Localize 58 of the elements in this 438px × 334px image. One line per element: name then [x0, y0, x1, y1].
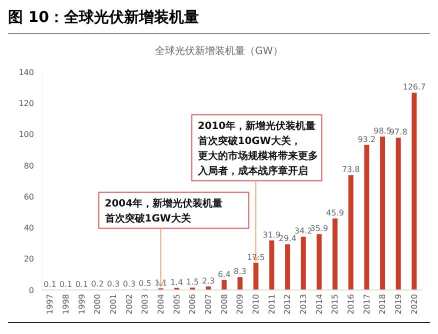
- y-tick-label: 60: [24, 192, 34, 202]
- x-tick-label: 2017: [362, 294, 372, 314]
- data-label: 8.3: [234, 267, 246, 276]
- x-tick-label: 2014: [314, 294, 324, 314]
- y-tick-label: 0: [28, 286, 34, 295]
- data-label: 73.8: [342, 165, 360, 174]
- data-label: 97.8: [389, 128, 408, 137]
- data-label: 0.1: [44, 280, 56, 289]
- x-tick-label: 2009: [236, 294, 245, 314]
- x-tick-label: 1998: [61, 294, 70, 314]
- y-tick-label: 40: [24, 224, 34, 233]
- x-tick-label: 2011: [267, 294, 276, 314]
- x-tick-label: 2006: [188, 294, 198, 314]
- x-tick-label: 1999: [77, 294, 86, 314]
- data-label: 0.1: [60, 280, 72, 289]
- x-tick-label: 1997: [46, 294, 55, 314]
- x-tick-label: 2000: [93, 294, 102, 314]
- data-label: 93.2: [358, 134, 376, 144]
- y-tick-label: 20: [24, 254, 34, 264]
- data-label: 35.9: [310, 224, 328, 234]
- chart-subtitle: 全球光伏新增装机量（GW）: [154, 44, 284, 58]
- x-tick-label: 2002: [124, 294, 134, 314]
- data-label: 0.2: [91, 280, 104, 289]
- data-label: 29.4: [278, 234, 296, 244]
- x-tick-label: 2012: [283, 294, 292, 314]
- x-tick-label: 2013: [298, 294, 308, 314]
- data-label: 1.4: [170, 278, 184, 287]
- annotation: 2004年，新增光伏装机量首次突破1GW大关: [104, 197, 223, 224]
- data-label: 0.5: [138, 279, 152, 288]
- x-tick-label: 2015: [330, 294, 340, 314]
- y-tick-label: 80: [24, 161, 34, 170]
- chart-title: 图 10：全球光伏新增装机量: [8, 8, 430, 34]
- data-label: 6.4: [218, 270, 231, 280]
- data-label: 98.5: [374, 126, 392, 136]
- x-tick-label: 2010: [251, 294, 260, 314]
- x-tick-label: 2019: [394, 294, 403, 314]
- y-tick-label: 120: [18, 98, 34, 108]
- data-label: 0.3: [107, 280, 120, 289]
- data-label: 34.2: [294, 226, 312, 236]
- x-tick-label: 2016: [346, 294, 356, 314]
- x-tick-label: 2020: [410, 294, 419, 314]
- y-tick-label: 140: [18, 68, 34, 77]
- annotation: 2010年，新增光伏装机量首次突破10GW大关，更大的市场规模将带来更多入局者，成本战序章开启: [196, 120, 318, 177]
- x-tick-label: 2001: [108, 294, 118, 314]
- x-tick-label: 2003: [140, 294, 150, 314]
- data-label: 126.7: [402, 82, 426, 92]
- data-label: 31.9: [262, 230, 281, 240]
- x-tick-label: 2008: [220, 294, 229, 314]
- data-label: 1.5: [186, 278, 199, 287]
- x-tick-label: 2004: [156, 294, 166, 314]
- data-label: 0.1: [75, 280, 88, 289]
- x-tick-label: 2018: [378, 294, 388, 314]
- data-label: 45.9: [326, 208, 344, 218]
- data-label: 0.3: [122, 280, 136, 289]
- x-tick-label: 2005: [172, 294, 182, 314]
- x-tick-label: 2007: [204, 294, 213, 314]
- data-label: 2.3: [202, 276, 215, 286]
- y-tick-label: 100: [18, 130, 34, 140]
